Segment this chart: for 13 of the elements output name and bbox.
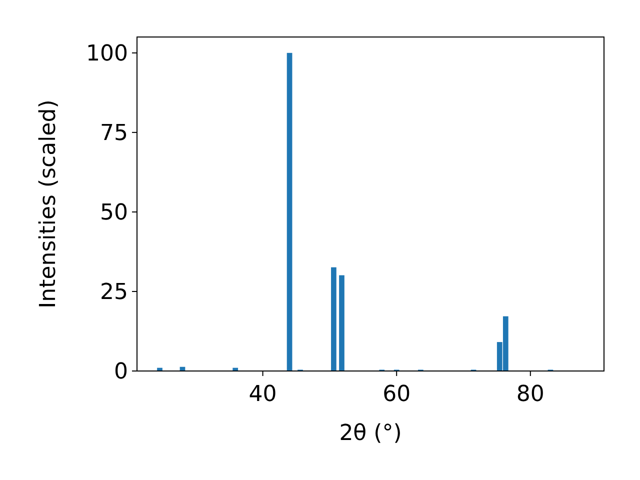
x-tick-label: 80 [516, 382, 544, 407]
x-tick-label: 60 [382, 382, 411, 407]
y-tick-label: 50 [100, 200, 128, 226]
y-axis-title: Intensities (scaled) [36, 100, 61, 308]
x-axis-title: 2θ (°) [339, 421, 402, 446]
y-tick-label: 100 [86, 42, 128, 67]
y-tick-label: 75 [100, 121, 128, 146]
bar [339, 275, 344, 371]
x-tick-label: 40 [248, 382, 277, 407]
bar [286, 52, 292, 371]
y-tick-label: 25 [100, 280, 128, 306]
y-tick-label: 0 [114, 360, 128, 385]
bar [331, 267, 336, 371]
